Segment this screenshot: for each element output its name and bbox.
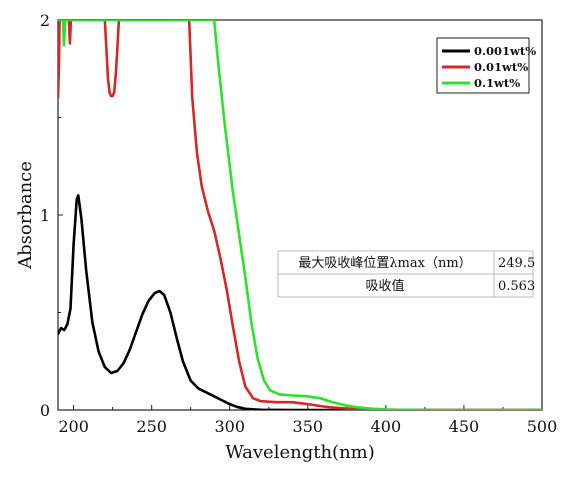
y-tick-label: 1 [40,206,50,225]
table-label-lambda-max: 最大吸收峰位置λmax（nm） [298,256,471,271]
x-tick-label: 400 [371,417,402,436]
y-tick-label: 0 [40,401,50,420]
x-tick-label: 450 [449,417,480,436]
series-lines [58,20,542,410]
x-axis-title: Wavelength(nm) [225,442,375,463]
series-line-0.1wt% [58,20,542,410]
x-tick-label: 500 [527,417,558,436]
table-label-absorbance: 吸收值 [365,278,404,294]
legend-label: 0.1wt% [474,76,520,90]
x-tick-label: 200 [58,417,89,436]
x-tick-label: 300 [214,417,245,436]
table-value-absorbance: 0.563 [498,279,535,294]
absorption-table: 最大吸收峰位置λmax（nm） 249.5 吸收值 0.563 [277,250,535,298]
y-tick-label: 2 [40,11,50,30]
legend-label: 0.001wt% [474,44,536,58]
x-axis-ticks: 200 250 300 350 400 450 500 [58,405,557,436]
series-line-0.01wt% [58,20,542,410]
y-axis-title: Absorbance [15,161,36,270]
legend-label: 0.01wt% [474,60,528,74]
series-line-0.001wt% [58,194,542,410]
x-tick-label: 250 [136,417,167,436]
x-tick-label: 350 [293,417,324,436]
table-value-lambda-max: 249.5 [498,256,535,271]
legend: 0.001wt% 0.01wt% 0.1wt% [436,37,536,94]
